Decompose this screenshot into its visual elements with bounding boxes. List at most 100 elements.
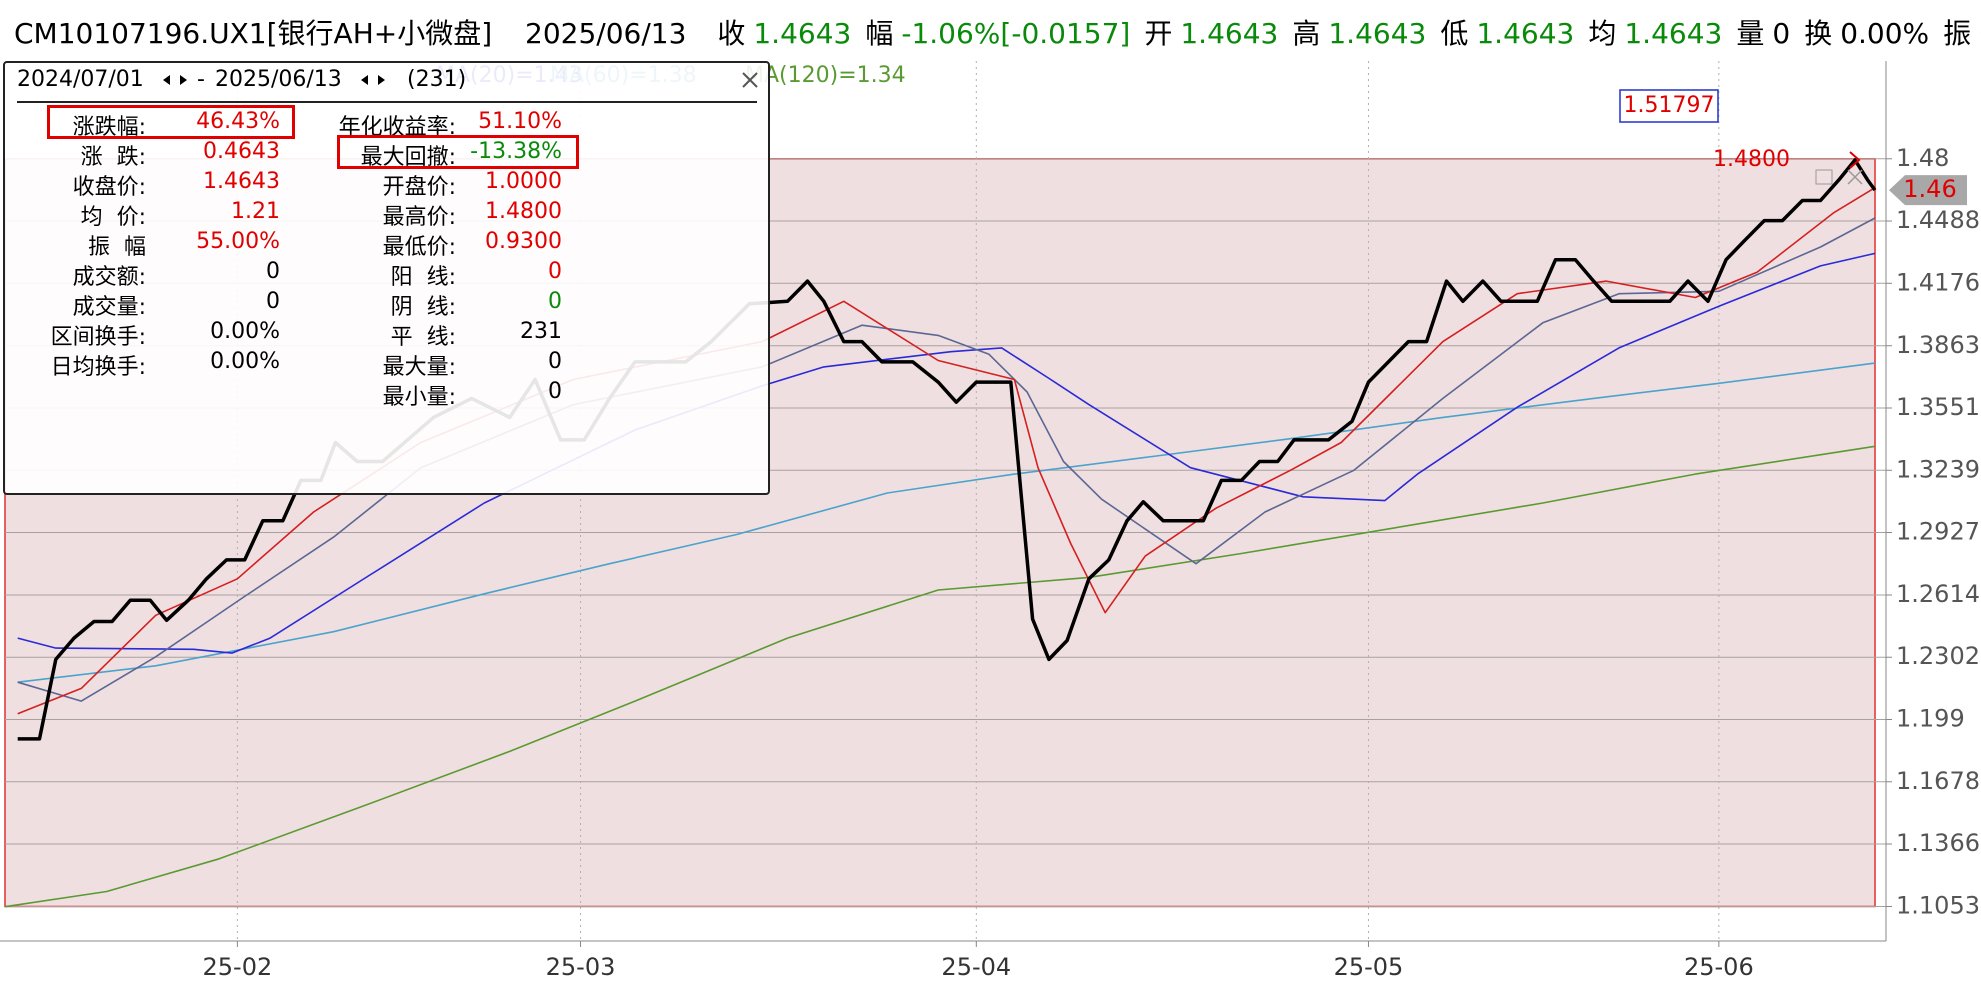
symbol: CM10107196.UX1[银行AH+小微盘] bbox=[14, 17, 493, 50]
y-tick-label: 1.4176 bbox=[1896, 268, 1980, 296]
marker-box bbox=[1619, 89, 1719, 123]
stat-label: 收盘价: bbox=[72, 175, 146, 200]
range-count: (231) bbox=[407, 67, 467, 92]
series-line bbox=[17, 158, 1877, 741]
quote-header: CM10107196.UX1[银行AH+小微盘] 2025/06/13 收 1.4… bbox=[14, 12, 1981, 56]
stat-value: 55.00% bbox=[196, 229, 280, 254]
field-value: 1.4643 bbox=[1476, 17, 1575, 50]
y-tick-label: 1.3551 bbox=[1896, 393, 1980, 421]
field-label: 收 bbox=[717, 17, 746, 50]
stat-value: 1.4800 bbox=[485, 199, 562, 224]
quote-field: 振 0.00% bbox=[1943, 17, 1981, 50]
y-tick-label: 1.3863 bbox=[1896, 331, 1980, 359]
quote-date: 2025/06/13 bbox=[525, 17, 687, 50]
field-value: 1.4643 bbox=[1180, 17, 1279, 50]
x-tick-label: 25-04 bbox=[941, 953, 1011, 981]
quote-field: 收 1.4643 bbox=[717, 17, 851, 50]
stat-label: 区间换手: bbox=[50, 325, 146, 350]
y-tick-label: 1.4488 bbox=[1896, 206, 1980, 234]
quote-field: 幅 -1.06%[-0.0157] bbox=[865, 17, 1130, 50]
stat-label: 日均换手: bbox=[50, 355, 146, 380]
stat-value: 0 bbox=[548, 289, 562, 314]
stat-value: 1.0000 bbox=[485, 169, 562, 194]
field-label: 均 bbox=[1588, 17, 1617, 50]
chart-icon bbox=[1815, 169, 1833, 185]
quote-field: 高 1.4643 bbox=[1292, 17, 1426, 50]
x-tick-label: 25-02 bbox=[203, 953, 273, 981]
stat-value: 1.4643 bbox=[203, 169, 280, 194]
series-line bbox=[17, 252, 1876, 654]
stat-label: 涨 跌: bbox=[80, 145, 146, 170]
field-value: 0.00% bbox=[1840, 17, 1930, 50]
highlight-box bbox=[337, 135, 579, 169]
stat-label: 开盘价: bbox=[382, 175, 456, 200]
stat-value: 1.21 bbox=[231, 199, 280, 224]
field-label: 低 bbox=[1440, 17, 1469, 50]
field-value: 1.4643 bbox=[753, 17, 852, 50]
series-line bbox=[17, 362, 1876, 683]
stat-value: 0.9300 bbox=[485, 229, 562, 254]
stat-label: 振 幅 bbox=[88, 235, 146, 260]
stat-label: 成交额: bbox=[72, 265, 146, 290]
y-tick-label: 1.2927 bbox=[1896, 518, 1980, 546]
x-tick-label: 25-03 bbox=[546, 953, 616, 981]
high-arrow bbox=[1849, 151, 1861, 169]
stat-value: 0 bbox=[548, 349, 562, 374]
y-tick-label: 1.1053 bbox=[1896, 891, 1980, 919]
legend-entry: MA(120)=1.34 bbox=[745, 63, 906, 88]
divider bbox=[17, 101, 757, 103]
range-stats-popup: 2024/07/01 - 2025/06/13 (231) 涨跌幅: 46.43%… bbox=[3, 61, 770, 495]
chart-icon bbox=[1847, 169, 1863, 185]
field-label: 幅 bbox=[865, 17, 894, 50]
field-label: 高 bbox=[1292, 17, 1321, 50]
stat-label: 最高价: bbox=[382, 205, 456, 230]
last-price: 1.46 bbox=[1903, 175, 1956, 203]
quote-field: 均 1.4643 bbox=[1588, 17, 1722, 50]
stat-value: 0 bbox=[548, 259, 562, 284]
top-marker: 1.51797 bbox=[1624, 93, 1715, 118]
field-label: 量 bbox=[1736, 17, 1765, 50]
stat-label: 最小量: bbox=[382, 385, 456, 410]
quote-field: 换 0.00% bbox=[1804, 17, 1929, 50]
range-start[interactable]: 2024/07/01 bbox=[17, 67, 144, 92]
stat-value: 0.00% bbox=[210, 319, 280, 344]
y-tick-label: 1.3239 bbox=[1896, 455, 1980, 483]
field-value: -1.06%[-0.0157] bbox=[901, 17, 1131, 50]
x-tick-label: 25-05 bbox=[1334, 953, 1404, 981]
highlight-box bbox=[47, 105, 295, 139]
y-tick-label: 1.199 bbox=[1896, 705, 1965, 733]
stat-value: 51.10% bbox=[478, 109, 562, 134]
field-label: 换 bbox=[1804, 17, 1833, 50]
high-label: 1.4800 bbox=[1713, 147, 1790, 172]
field-value: 1.4643 bbox=[1328, 17, 1427, 50]
stat-label: 平 线: bbox=[390, 325, 456, 350]
quote-field: 低 1.4643 bbox=[1440, 17, 1574, 50]
quote-field: 开 1.4643 bbox=[1144, 17, 1278, 50]
y-tick-label: 1.48 bbox=[1896, 144, 1949, 172]
field-value: 0.00% bbox=[1979, 17, 1981, 50]
series-line bbox=[17, 217, 1876, 702]
x-tick-label: 25-06 bbox=[1684, 953, 1754, 981]
stat-value: 231 bbox=[520, 319, 562, 344]
field-value: 0 bbox=[1772, 17, 1791, 50]
stat-value: 0.4643 bbox=[203, 139, 280, 164]
date-stepper[interactable] bbox=[360, 73, 386, 87]
stat-value: 46.43% bbox=[196, 109, 280, 134]
field-label: 振 bbox=[1943, 17, 1972, 50]
y-tick-label: 1.1678 bbox=[1896, 767, 1980, 795]
stat-label: 最低价: bbox=[382, 235, 456, 260]
range-end[interactable]: 2025/06/13 bbox=[215, 67, 342, 92]
stat-value: 0 bbox=[548, 379, 562, 404]
date-stepper[interactable] bbox=[162, 73, 188, 87]
range-separator: - bbox=[197, 67, 205, 92]
field-label: 开 bbox=[1144, 17, 1173, 50]
y-tick-label: 1.2614 bbox=[1896, 580, 1980, 608]
stat-label: 涨跌幅: bbox=[72, 115, 146, 140]
stat-label: 最大回撤: bbox=[360, 145, 456, 170]
last-price-tag bbox=[1889, 175, 1967, 206]
stat-label: 成交量: bbox=[72, 295, 146, 320]
close-button[interactable] bbox=[741, 71, 759, 89]
stat-label: 阳 线: bbox=[390, 265, 456, 290]
